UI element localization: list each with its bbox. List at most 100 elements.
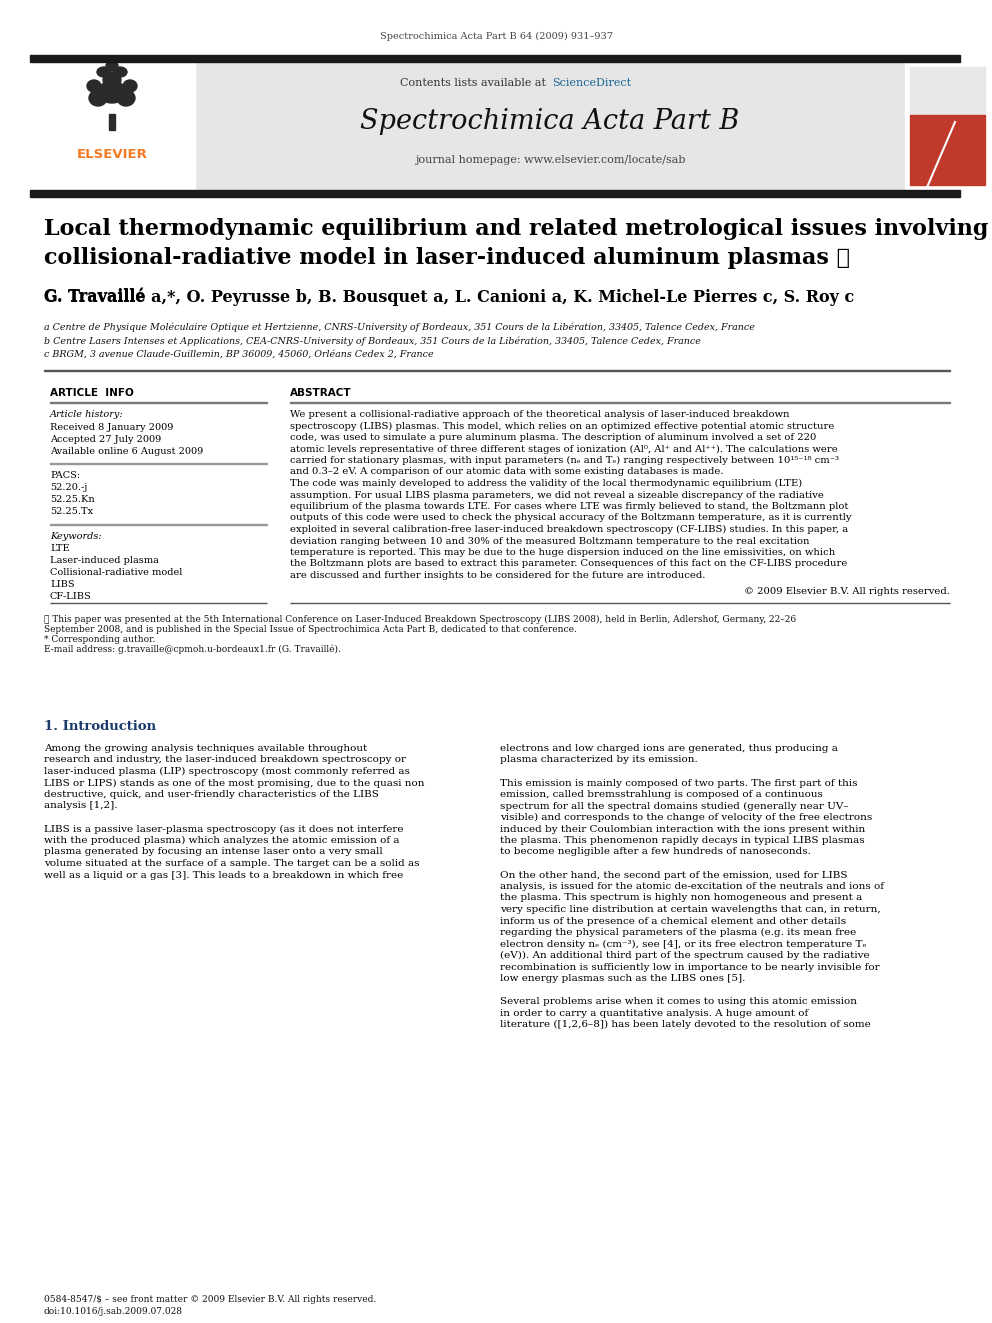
Text: LIBS: LIBS bbox=[50, 579, 74, 589]
Text: the plasma. This phenomenon rapidly decays in typical LIBS plasmas: the plasma. This phenomenon rapidly deca… bbox=[500, 836, 865, 845]
Text: very specific line distribution at certain wavelengths that can, in return,: very specific line distribution at certa… bbox=[500, 905, 881, 914]
Text: G. Travaillé: G. Travaillé bbox=[44, 288, 151, 306]
Text: temperature is reported. This may be due to the huge dispersion induced on the l: temperature is reported. This may be due… bbox=[290, 548, 835, 557]
Text: On the other hand, the second part of the emission, used for LIBS: On the other hand, the second part of th… bbox=[500, 871, 847, 880]
Text: low energy plasmas such as the LIBS ones [5].: low energy plasmas such as the LIBS ones… bbox=[500, 974, 745, 983]
Text: visible) and corresponds to the change of velocity of the free electrons: visible) and corresponds to the change o… bbox=[500, 814, 872, 822]
Text: the Boltzmann plots are based to extract this parameter. Consequences of this fa: the Boltzmann plots are based to extract… bbox=[290, 560, 847, 569]
Text: assumption. For usual LIBS plasma parameters, we did not reveal a sizeable discr: assumption. For usual LIBS plasma parame… bbox=[290, 491, 824, 500]
Text: journal homepage: www.elsevier.com/locate/sab: journal homepage: www.elsevier.com/locat… bbox=[415, 155, 685, 165]
Text: We present a collisional-radiative approach of the theoretical analysis of laser: We present a collisional-radiative appro… bbox=[290, 410, 790, 419]
Text: exploited in several calibration-free laser-induced breakdown spectroscopy (CF-L: exploited in several calibration-free la… bbox=[290, 525, 848, 534]
Text: deviation ranging between 10 and 30% of the measured Boltzmann temperature to th: deviation ranging between 10 and 30% of … bbox=[290, 537, 809, 545]
Bar bbox=[905, 62, 990, 191]
Text: analysis [1,2].: analysis [1,2]. bbox=[44, 802, 117, 811]
Text: electron density nₑ (cm⁻³), see [4], or its free electron temperature Tₑ: electron density nₑ (cm⁻³), see [4], or … bbox=[500, 939, 866, 949]
Text: recombination is sufficiently low in importance to be nearly invisible for: recombination is sufficiently low in imp… bbox=[500, 963, 880, 971]
Bar bbox=[910, 67, 985, 115]
Text: 52.25.Kn: 52.25.Kn bbox=[50, 495, 94, 504]
Text: inform us of the presence of a chemical element and other details: inform us of the presence of a chemical … bbox=[500, 917, 846, 926]
Bar bbox=[30, 191, 960, 197]
Text: Keywords:: Keywords: bbox=[50, 532, 101, 541]
Text: the plasma. This spectrum is highly non homogeneous and present a: the plasma. This spectrum is highly non … bbox=[500, 893, 862, 902]
Text: ELSEVIER: ELSEVIER bbox=[76, 148, 148, 161]
Text: in order to carry a quantitative analysis. A huge amount of: in order to carry a quantitative analysi… bbox=[500, 1008, 808, 1017]
Text: Contents lists available at: Contents lists available at bbox=[401, 78, 550, 89]
Text: atomic levels representative of three different stages of ionization (Al⁰, Al⁺ a: atomic levels representative of three di… bbox=[290, 445, 838, 454]
Text: Accepted 27 July 2009: Accepted 27 July 2009 bbox=[50, 435, 162, 445]
Text: plasma generated by focusing an intense laser onto a very small: plasma generated by focusing an intense … bbox=[44, 848, 383, 856]
Text: LIBS is a passive laser-plasma spectroscopy (as it does not interfere: LIBS is a passive laser-plasma spectrosc… bbox=[44, 824, 404, 833]
Bar bbox=[30, 62, 195, 191]
Text: Available online 6 August 2009: Available online 6 August 2009 bbox=[50, 447, 203, 456]
Text: 52.25.Tx: 52.25.Tx bbox=[50, 507, 93, 516]
Text: ☆ This paper was presented at the 5th International Conference on Laser-Induced : ☆ This paper was presented at the 5th In… bbox=[44, 614, 797, 623]
Text: electrons and low charged ions are generated, thus producing a: electrons and low charged ions are gener… bbox=[500, 744, 838, 753]
Bar bbox=[30, 56, 960, 62]
Text: Among the growing analysis techniques available throughout: Among the growing analysis techniques av… bbox=[44, 744, 367, 753]
Text: b Centre Lasers Intenses et Applications, CEA-CNRS-University of Bordeaux, 351 C: b Centre Lasers Intenses et Applications… bbox=[44, 336, 701, 345]
Text: LIBS or LIPS) stands as one of the most promising, due to the quasi non: LIBS or LIPS) stands as one of the most … bbox=[44, 778, 425, 787]
Text: code, was used to simulate a pure aluminum plasma. The description of aluminum i: code, was used to simulate a pure alumin… bbox=[290, 433, 816, 442]
Text: The code was mainly developed to address the validity of the local thermodynamic: The code was mainly developed to address… bbox=[290, 479, 803, 488]
Text: PACS:: PACS: bbox=[50, 471, 80, 480]
Ellipse shape bbox=[106, 61, 118, 71]
Text: This emission is mainly composed of two parts. The first part of this: This emission is mainly composed of two … bbox=[500, 778, 857, 787]
Ellipse shape bbox=[98, 81, 126, 103]
Text: Collisional-radiative model: Collisional-radiative model bbox=[50, 568, 183, 577]
Ellipse shape bbox=[123, 79, 137, 93]
Ellipse shape bbox=[113, 67, 127, 77]
Ellipse shape bbox=[103, 73, 121, 87]
Text: 52.20.-j: 52.20.-j bbox=[50, 483, 87, 492]
Text: collisional-radiative model in laser-induced aluminum plasmas ☆: collisional-radiative model in laser-ind… bbox=[44, 247, 850, 269]
Text: laser-induced plasma (LIP) spectroscopy (most commonly referred as: laser-induced plasma (LIP) spectroscopy … bbox=[44, 767, 410, 777]
Text: Spectrochimica Acta Part B: Spectrochimica Acta Part B bbox=[360, 108, 740, 135]
Text: are discussed and further insights to be considered for the future are introduce: are discussed and further insights to be… bbox=[290, 572, 705, 579]
Bar bbox=[910, 115, 985, 185]
Text: carried for stationary plasmas, with input parameters (nₑ and Tₑ) ranging respec: carried for stationary plasmas, with inp… bbox=[290, 456, 839, 466]
Text: spectrum for all the spectral domains studied (generally near UV–: spectrum for all the spectral domains st… bbox=[500, 802, 848, 811]
Text: induced by their Coulombian interaction with the ions present within: induced by their Coulombian interaction … bbox=[500, 824, 865, 833]
Text: destructive, quick, and user-friendly characteristics of the LIBS: destructive, quick, and user-friendly ch… bbox=[44, 790, 379, 799]
Text: Local thermodynamic equilibrium and related metrological issues involving: Local thermodynamic equilibrium and rela… bbox=[44, 218, 988, 239]
Text: LTE: LTE bbox=[50, 544, 69, 553]
Text: E-mail address: g.travaille@cpmoh.u-bordeaux1.fr (G. Travaillé).: E-mail address: g.travaille@cpmoh.u-bord… bbox=[44, 644, 341, 654]
Text: well as a liquid or a gas [3]. This leads to a breakdown in which free: well as a liquid or a gas [3]. This lead… bbox=[44, 871, 404, 880]
Ellipse shape bbox=[87, 79, 101, 93]
Bar bbox=[109, 114, 115, 130]
Text: * Corresponding author.: * Corresponding author. bbox=[44, 635, 156, 643]
Text: analysis, is issued for the atomic de-excitation of the neutrals and ions of: analysis, is issued for the atomic de-ex… bbox=[500, 882, 884, 890]
Text: ARTICLE  INFO: ARTICLE INFO bbox=[50, 388, 134, 398]
Text: literature ([1,2,6–8]) has been lately devoted to the resolution of some: literature ([1,2,6–8]) has been lately d… bbox=[500, 1020, 871, 1029]
Ellipse shape bbox=[97, 67, 111, 77]
Text: regarding the physical parameters of the plasma (e.g. its mean free: regarding the physical parameters of the… bbox=[500, 927, 856, 937]
Text: September 2008, and is published in the Special Issue of Spectrochimica Acta Par: September 2008, and is published in the … bbox=[44, 624, 577, 634]
Text: to become negligible after a few hundreds of nanoseconds.: to become negligible after a few hundred… bbox=[500, 848, 810, 856]
Text: © 2009 Elsevier B.V. All rights reserved.: © 2009 Elsevier B.V. All rights reserved… bbox=[744, 586, 950, 595]
Text: spectroscopy (LIBS) plasmas. This model, which relies on an optimized effective : spectroscopy (LIBS) plasmas. This model,… bbox=[290, 422, 834, 430]
Text: CF-LIBS: CF-LIBS bbox=[50, 591, 91, 601]
Text: Spectrochimica Acta Part B 64 (2009) 931–937: Spectrochimica Acta Part B 64 (2009) 931… bbox=[380, 32, 612, 41]
Text: SPECTROCHIMICA
ACTA: SPECTROCHIMICA ACTA bbox=[920, 70, 975, 81]
Text: Article history:: Article history: bbox=[50, 410, 124, 419]
Text: outputs of this code were used to check the physical accuracy of the Boltzmann t: outputs of this code were used to check … bbox=[290, 513, 851, 523]
Text: research and industry, the laser-induced breakdown spectroscopy or: research and industry, the laser-induced… bbox=[44, 755, 406, 765]
Text: 0584-8547/$ – see front matter © 2009 Elsevier B.V. All rights reserved.: 0584-8547/$ – see front matter © 2009 El… bbox=[44, 1295, 376, 1304]
Text: with the produced plasma) which analyzes the atomic emission of a: with the produced plasma) which analyzes… bbox=[44, 836, 400, 845]
Ellipse shape bbox=[89, 90, 107, 106]
Text: equilibrium of the plasma towards LTE. For cases where LTE was firmly believed t: equilibrium of the plasma towards LTE. F… bbox=[290, 501, 848, 511]
Text: and 0.3–2 eV. A comparison of our atomic data with some existing databases is ma: and 0.3–2 eV. A comparison of our atomic… bbox=[290, 467, 723, 476]
Text: ScienceDirect: ScienceDirect bbox=[552, 78, 631, 89]
Ellipse shape bbox=[117, 90, 135, 106]
Text: a Centre de Physique Moléculaire Optique et Hertzienne, CNRS-University of Borde: a Centre de Physique Moléculaire Optique… bbox=[44, 321, 755, 332]
Text: emission, called bremsstrahlung is composed of a continuous: emission, called bremsstrahlung is compo… bbox=[500, 790, 823, 799]
Text: volume situated at the surface of a sample. The target can be a solid as: volume situated at the surface of a samp… bbox=[44, 859, 420, 868]
Text: c BRGM, 3 avenue Claude-Guillemin, BP 36009, 45060, Orléans Cedex 2, France: c BRGM, 3 avenue Claude-Guillemin, BP 36… bbox=[44, 351, 434, 359]
Text: (eV)). An additional third part of the spectrum caused by the radiative: (eV)). An additional third part of the s… bbox=[500, 951, 870, 960]
Text: plasma characterized by its emission.: plasma characterized by its emission. bbox=[500, 755, 697, 765]
Text: Several problems arise when it comes to using this atomic emission: Several problems arise when it comes to … bbox=[500, 998, 857, 1005]
Text: Received 8 January 2009: Received 8 January 2009 bbox=[50, 423, 174, 433]
Text: 1. Introduction: 1. Introduction bbox=[44, 720, 156, 733]
Text: ABSTRACT: ABSTRACT bbox=[290, 388, 351, 398]
Text: doi:10.1016/j.sab.2009.07.028: doi:10.1016/j.sab.2009.07.028 bbox=[44, 1307, 183, 1316]
